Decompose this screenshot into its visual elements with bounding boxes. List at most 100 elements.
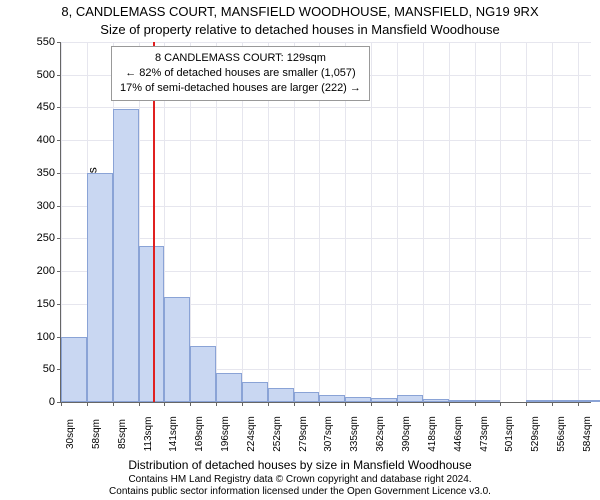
histogram-bar bbox=[449, 400, 475, 402]
y-tick-label: 200 bbox=[37, 265, 61, 277]
attribution-line-1: Contains HM Land Registry data © Crown c… bbox=[0, 474, 600, 486]
attribution-line-2: Contains public sector information licen… bbox=[0, 486, 600, 498]
x-tick-label: 141sqm bbox=[164, 416, 179, 452]
y-tick-label: 0 bbox=[49, 396, 61, 408]
gridline bbox=[61, 238, 591, 239]
x-tick-mark bbox=[397, 402, 398, 406]
histogram-bar bbox=[475, 400, 501, 402]
histogram-bar bbox=[371, 398, 397, 402]
histogram-bar bbox=[319, 395, 345, 402]
gridline bbox=[61, 173, 591, 174]
x-tick-label: 224sqm bbox=[242, 416, 257, 452]
x-tick-label: 335sqm bbox=[345, 416, 360, 452]
gridline bbox=[61, 140, 591, 141]
x-tick-label: 85sqm bbox=[113, 419, 128, 449]
x-tick-mark bbox=[61, 402, 62, 406]
x-tick-mark bbox=[319, 402, 320, 406]
gridline bbox=[61, 107, 591, 108]
histogram-bar bbox=[526, 400, 552, 402]
x-tick-label: 196sqm bbox=[216, 416, 231, 452]
gridline bbox=[552, 42, 553, 402]
histogram-bar bbox=[164, 297, 190, 402]
x-tick-label: 529sqm bbox=[526, 416, 541, 452]
x-tick-label: 584sqm bbox=[578, 416, 593, 452]
gridline bbox=[578, 42, 579, 402]
title-sub: Size of property relative to detached ho… bbox=[0, 22, 600, 37]
x-tick-mark bbox=[242, 402, 243, 406]
x-tick-mark bbox=[190, 402, 191, 406]
histogram-bar bbox=[345, 397, 371, 402]
gridline bbox=[397, 42, 398, 402]
gridline bbox=[449, 42, 450, 402]
x-tick-label: 279sqm bbox=[294, 416, 309, 452]
x-tick-mark bbox=[294, 402, 295, 406]
x-tick-mark bbox=[449, 402, 450, 406]
gridline bbox=[475, 42, 476, 402]
histogram-bar bbox=[423, 399, 449, 402]
x-tick-mark bbox=[500, 402, 501, 406]
x-tick-mark bbox=[164, 402, 165, 406]
x-tick-mark bbox=[526, 402, 527, 406]
gridline bbox=[500, 42, 501, 402]
histogram-bar bbox=[139, 246, 165, 402]
x-tick-label: 390sqm bbox=[397, 416, 412, 452]
x-tick-label: 169sqm bbox=[190, 416, 205, 452]
histogram-bar bbox=[242, 382, 268, 402]
x-tick-mark bbox=[345, 402, 346, 406]
histogram-bar bbox=[61, 337, 87, 402]
x-tick-label: 473sqm bbox=[475, 416, 490, 452]
x-tick-mark bbox=[475, 402, 476, 406]
histogram-bar bbox=[113, 109, 139, 402]
histogram-bar bbox=[578, 400, 600, 402]
x-tick-label: 501sqm bbox=[500, 416, 515, 452]
y-tick-label: 400 bbox=[37, 134, 61, 146]
y-tick-label: 550 bbox=[37, 36, 61, 48]
y-tick-label: 500 bbox=[37, 69, 61, 81]
annotation-box: 8 CANDLEMASS COURT: 129sqm ← 82% of deta… bbox=[111, 46, 370, 101]
x-tick-mark bbox=[578, 402, 579, 406]
x-axis-label: Distribution of detached houses by size … bbox=[0, 458, 600, 472]
x-tick-mark bbox=[268, 402, 269, 406]
gridline bbox=[61, 42, 591, 43]
y-tick-label: 300 bbox=[37, 200, 61, 212]
x-tick-label: 252sqm bbox=[268, 416, 283, 452]
title-main: 8, CANDLEMASS COURT, MANSFIELD WOODHOUSE… bbox=[0, 4, 600, 19]
y-tick-label: 450 bbox=[37, 101, 61, 113]
x-tick-label: 307sqm bbox=[319, 416, 334, 452]
y-tick-label: 100 bbox=[37, 331, 61, 343]
x-tick-label: 30sqm bbox=[61, 419, 76, 449]
histogram-plot: 05010015020025030035040045050055030sqm58… bbox=[60, 42, 591, 403]
histogram-bar bbox=[294, 392, 320, 402]
histogram-bar bbox=[552, 400, 578, 402]
y-tick-label: 250 bbox=[37, 232, 61, 244]
histogram-bar bbox=[397, 395, 423, 402]
gridline bbox=[526, 42, 527, 402]
histogram-bar bbox=[190, 346, 216, 402]
x-tick-label: 113sqm bbox=[139, 417, 154, 452]
y-tick-label: 50 bbox=[43, 363, 61, 375]
x-tick-mark bbox=[87, 402, 88, 406]
x-tick-mark bbox=[216, 402, 217, 406]
x-tick-label: 556sqm bbox=[552, 416, 567, 452]
annotation-line-3: 17% of semi-detached houses are larger (… bbox=[120, 81, 361, 96]
histogram-bar bbox=[268, 388, 294, 402]
x-tick-label: 446sqm bbox=[449, 416, 464, 452]
x-tick-mark bbox=[371, 402, 372, 406]
histogram-bar bbox=[216, 373, 242, 402]
x-tick-label: 362sqm bbox=[371, 416, 386, 452]
x-tick-mark bbox=[552, 402, 553, 406]
annotation-line-1: 8 CANDLEMASS COURT: 129sqm bbox=[120, 51, 361, 66]
y-tick-label: 350 bbox=[37, 167, 61, 179]
gridline bbox=[61, 206, 591, 207]
x-tick-mark bbox=[139, 402, 140, 406]
gridline bbox=[371, 42, 372, 402]
histogram-bar bbox=[87, 173, 113, 402]
y-tick-label: 150 bbox=[37, 298, 61, 310]
x-tick-mark bbox=[423, 402, 424, 406]
gridline bbox=[423, 42, 424, 402]
x-tick-label: 58sqm bbox=[87, 419, 102, 449]
x-tick-label: 418sqm bbox=[423, 416, 438, 452]
x-tick-mark bbox=[113, 402, 114, 406]
attribution: Contains HM Land Registry data © Crown c… bbox=[0, 474, 600, 498]
annotation-line-2: ← 82% of detached houses are smaller (1,… bbox=[120, 66, 361, 81]
